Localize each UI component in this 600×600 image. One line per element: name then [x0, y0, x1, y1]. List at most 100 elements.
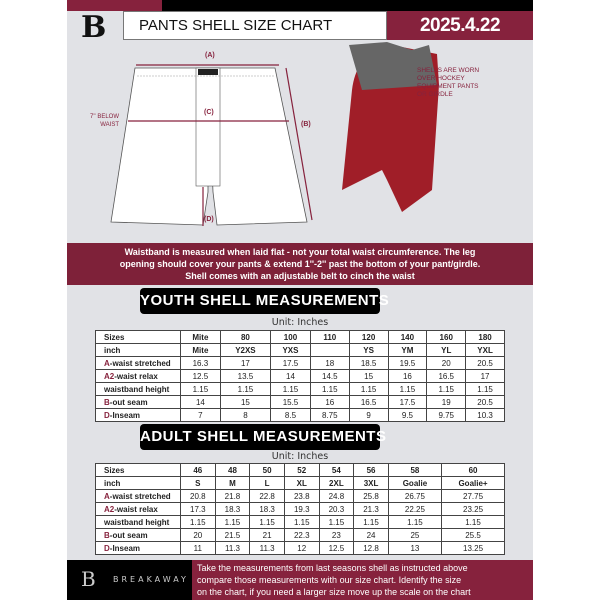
footer-instructions: Take the measurements from last seasons … — [192, 560, 533, 600]
table-cell: 20.5 — [465, 356, 505, 370]
table-cell: 1.15 — [249, 515, 285, 529]
table-cell: Mite — [180, 330, 221, 344]
measure-key: A — [104, 491, 110, 501]
table-cell: L — [249, 476, 285, 490]
measure-label: Sizes — [104, 465, 125, 475]
table-cell: Goalie — [387, 476, 443, 490]
measure-label: -waist stretched — [109, 358, 171, 368]
table-cell: 48 — [214, 463, 251, 477]
measure-key: A — [104, 358, 110, 368]
row-label: A-waist stretched — [95, 489, 181, 503]
youth-unit: Unit: Inches — [271, 317, 329, 328]
table-cell: 2XL — [318, 476, 355, 490]
table-cell: 21 — [249, 528, 285, 542]
table-row: inch S M L XL 2XL 3XL Goalie Goalie+ — [95, 476, 505, 490]
footer-logo: B — [81, 567, 96, 591]
table-cell: 22.3 — [283, 528, 320, 542]
table-cell: 13.25 — [441, 541, 505, 555]
table-cell: 12.8 — [353, 541, 389, 555]
table-cell: Mite — [180, 343, 221, 357]
table-cell: 26.75 — [387, 489, 443, 503]
girdle-photo — [349, 42, 437, 90]
table-cell: 25.5 — [441, 528, 505, 542]
table-cell: 16.3 — [180, 356, 221, 370]
table-cell: 17.3 — [180, 502, 216, 516]
top-accent-bar — [67, 0, 162, 11]
measure-label: -waist relax — [114, 504, 158, 514]
table-cell: 54 — [318, 463, 355, 477]
adult-unit: Unit: Inches — [271, 451, 329, 462]
table-cell: 18 — [309, 356, 350, 370]
measurement-info: Waistband is measured when laid flat - n… — [67, 243, 533, 285]
table-cell: 22.25 — [387, 502, 443, 516]
table-cell: 15.5 — [270, 395, 311, 409]
table-cell: 17 — [465, 369, 505, 383]
table-cell: 14 — [180, 395, 221, 409]
row-label: A2-waist relax — [95, 502, 181, 516]
table-cell: 1.15 — [387, 515, 443, 529]
table-cell: YS — [348, 343, 389, 357]
table-cell: 15 — [348, 369, 389, 383]
row-label: D-Inseam — [95, 408, 181, 422]
table-cell: YXS — [270, 343, 311, 357]
shell-note: SHELLS ARE WORN OVER HOCKEY EQUIPMENT PANT… — [417, 67, 480, 98]
table-cell: 10.3 — [465, 408, 505, 422]
table-cell: 58 — [387, 463, 443, 477]
table-cell: 24 — [353, 528, 389, 542]
table-cell: 1.15 — [180, 515, 216, 529]
table-cell: 22.8 — [249, 489, 285, 503]
table-cell: 23.25 — [441, 502, 505, 516]
row-label: Sizes — [95, 330, 181, 344]
table-cell: 1.15 — [180, 382, 221, 396]
table-cell: 1.15 — [270, 382, 311, 396]
table-cell: 17.5 — [387, 395, 428, 409]
table-cell: 3XL — [353, 476, 389, 490]
table-cell: 23 — [318, 528, 355, 542]
table-cell: 11.3 — [214, 541, 251, 555]
table-row: D-Inseam 11 11.3 11.3 12 12.5 12.8 13 13.25 — [95, 541, 505, 555]
adult-size-table: Sizes 46 48 50 52 54 56 58 60 inch S M L XL 2XL 3XL Goal… — [95, 463, 505, 555]
table-cell: 9.75 — [426, 408, 467, 422]
table-cell: Y2XS — [219, 343, 272, 357]
table-cell: 21.3 — [353, 502, 389, 516]
row-label: waistband height — [95, 515, 181, 529]
table-cell: S — [180, 476, 216, 490]
measure-label: waistband height — [104, 517, 170, 527]
table-cell: 1.15 — [387, 382, 428, 396]
table-cell: 8 — [219, 408, 272, 422]
table-row: waistband height 1.15 1.15 1.15 1.15 1.15 1.15… — [95, 382, 505, 396]
table-cell: 25 — [387, 528, 443, 542]
table-cell: 1.15 — [318, 515, 355, 529]
table-cell: 60 — [441, 463, 505, 477]
page-title: PANTS SHELL SIZE CHART — [123, 11, 387, 40]
table-cell: 13 — [387, 541, 443, 555]
measure-label: waistband height — [104, 384, 170, 394]
measure-label: -out seam — [109, 397, 148, 407]
label-d: (D) — [204, 216, 214, 223]
measure-key: D — [104, 410, 110, 420]
table-cell: 7 — [180, 408, 221, 422]
table-cell: 46 — [180, 463, 216, 477]
brand-logo: B — [81, 10, 107, 45]
table-cell: 18.3 — [249, 502, 285, 516]
table-row: inch Mite Y2XS YXS YS YM YL YXL — [95, 343, 505, 357]
table-cell: 17.5 — [270, 356, 311, 370]
table-cell: 19.5 — [387, 356, 428, 370]
row-label: inch — [95, 476, 181, 490]
table-cell: 1.15 — [426, 382, 467, 396]
table-cell: 1.15 — [219, 382, 272, 396]
table-cell: 50 — [249, 463, 285, 477]
table-cell: 160 — [426, 330, 467, 344]
row-label: B-out seam — [95, 528, 181, 542]
table-cell: 100 — [270, 330, 311, 344]
table-cell: 20 — [426, 356, 467, 370]
table-cell: 15 — [219, 395, 272, 409]
table-cell: 14 — [270, 369, 311, 383]
table-cell: 8.5 — [270, 408, 311, 422]
table-cell: 27.75 — [441, 489, 505, 503]
table-cell: 18.5 — [348, 356, 389, 370]
date-badge: 2025.4.22 — [387, 11, 533, 40]
table-cell: 12.5 — [180, 369, 221, 383]
table-cell: 21.5 — [214, 528, 251, 542]
table-cell: YM — [387, 343, 428, 357]
